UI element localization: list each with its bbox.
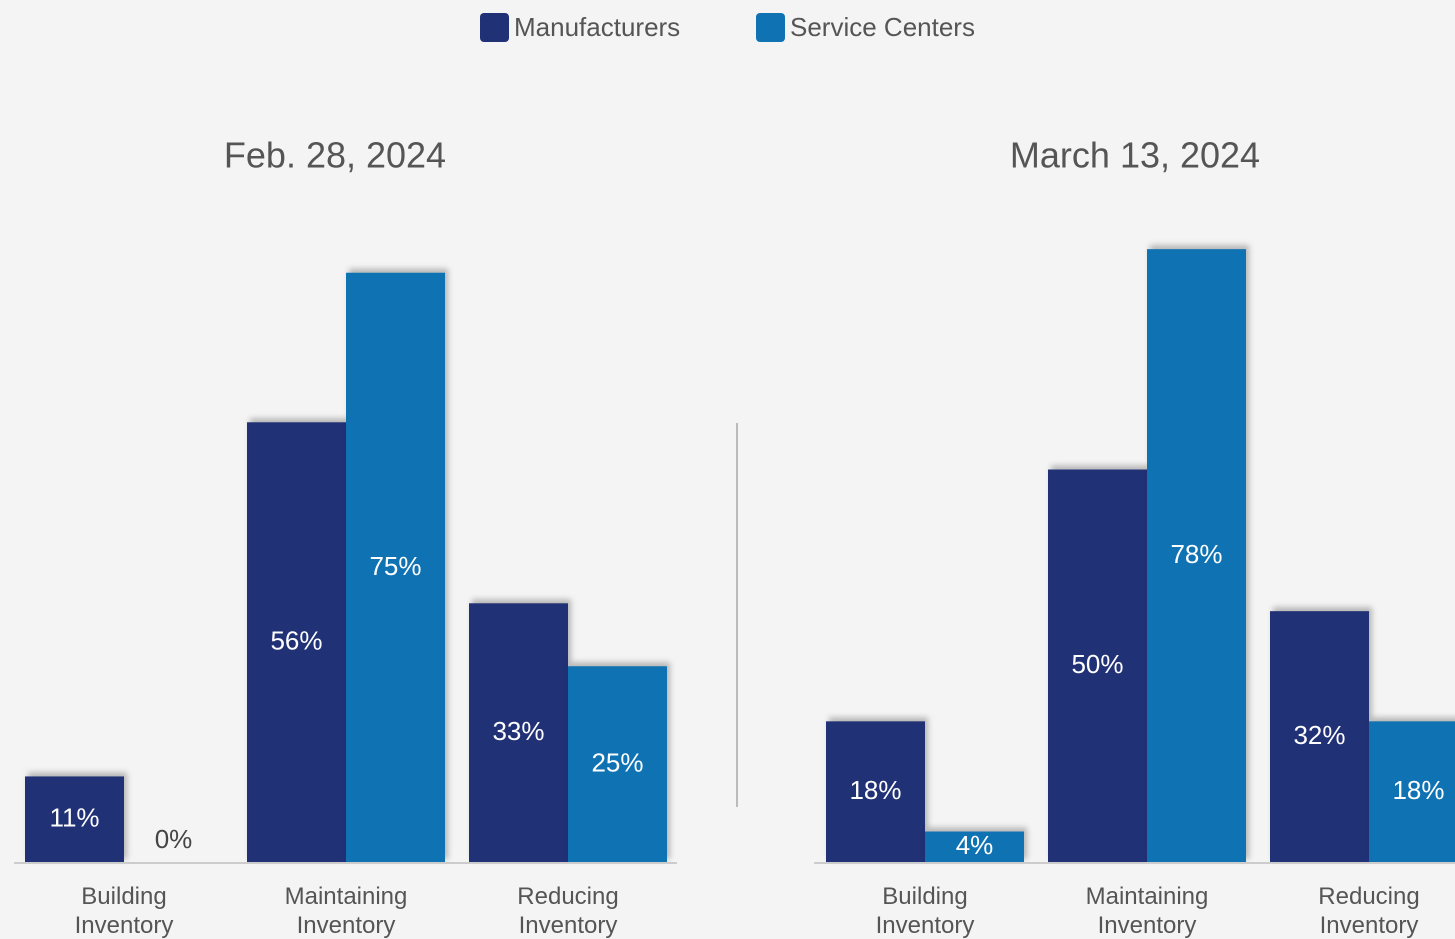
legend-swatch — [480, 13, 509, 42]
legend-label: Manufacturers — [514, 12, 680, 42]
data-label: 0% — [155, 824, 193, 854]
data-label: 11% — [49, 803, 99, 833]
bar — [1270, 611, 1369, 863]
x-tick-label: Building Inventory — [875, 883, 975, 939]
bar — [346, 272, 445, 863]
data-label: 33% — [492, 716, 544, 746]
bar — [925, 831, 1024, 863]
bar — [1147, 249, 1246, 863]
legend-swatch — [756, 13, 785, 42]
bar — [568, 666, 667, 863]
bar — [25, 776, 124, 863]
data-label: 18% — [1392, 775, 1444, 805]
bar — [1048, 469, 1147, 863]
bar — [1369, 721, 1455, 863]
x-tick-label: Building Inventory — [74, 883, 174, 939]
data-label: 75% — [369, 551, 421, 581]
chart-title: March 13, 2024 — [1010, 135, 1260, 176]
data-label: 78% — [1170, 539, 1222, 569]
data-label: 25% — [591, 748, 643, 778]
data-label: 32% — [1293, 720, 1345, 750]
data-label: 18% — [849, 775, 901, 805]
x-tick-label: Maintaining Inventory — [1085, 883, 1209, 939]
data-label: 56% — [270, 626, 322, 656]
x-tick-label: Reducing Inventory — [517, 883, 619, 939]
x-tick-label: Maintaining Inventory — [284, 883, 408, 939]
x-tick-label: Reducing Inventory — [1318, 883, 1420, 939]
bar — [469, 603, 568, 863]
bar — [826, 721, 925, 863]
bar — [247, 422, 346, 863]
data-label: 50% — [1071, 649, 1123, 679]
chart-title: Feb. 28, 2024 — [224, 135, 446, 176]
legend-label: Service Centers — [790, 12, 975, 42]
data-label: 4% — [956, 830, 994, 860]
